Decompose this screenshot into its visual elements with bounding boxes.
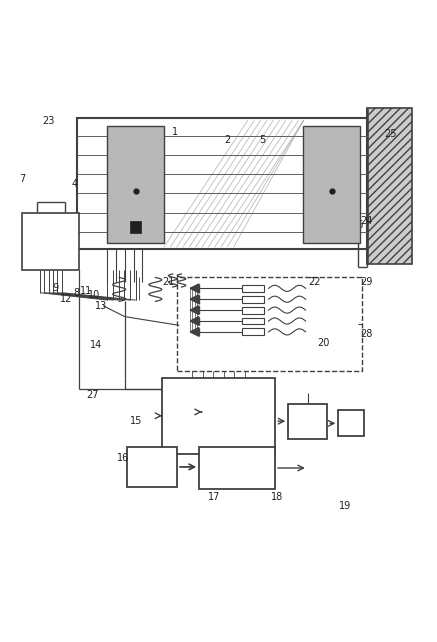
Text: 15: 15 [129,416,142,426]
Bar [367,108,413,265]
Text: 26: 26 [352,220,364,230]
Text: 4: 4 [72,178,78,189]
Text: 22: 22 [308,277,321,287]
Text: 19: 19 [339,501,351,511]
Text: 10: 10 [88,290,101,300]
Bar [303,126,360,243]
Text: 17: 17 [208,492,220,503]
Text: 3: 3 [115,126,121,137]
Text: 5: 5 [259,135,265,145]
Bar [199,447,275,489]
Bar [22,213,79,270]
Bar [243,318,264,324]
Bar [288,404,327,438]
Bar [130,221,142,232]
Bar [77,118,367,249]
Polygon shape [190,284,199,293]
Bar [243,296,264,303]
Text: 28: 28 [361,329,373,339]
Text: 6: 6 [302,128,309,139]
Text: 29: 29 [361,277,373,287]
Bar [243,285,264,292]
Bar [243,329,264,335]
Text: 23: 23 [42,116,55,126]
Polygon shape [190,306,199,315]
Text: 12: 12 [60,294,72,304]
Text: 27: 27 [86,390,98,400]
Text: 16: 16 [117,453,129,464]
Text: 25: 25 [384,128,397,139]
Text: 7: 7 [19,175,26,184]
Bar [243,307,264,313]
Text: 21: 21 [162,277,175,287]
Text: 24: 24 [361,216,373,226]
Text: 9: 9 [52,283,58,293]
Bar [338,410,364,437]
Text: 11: 11 [80,286,92,295]
Bar [177,277,362,371]
Text: 2: 2 [224,135,230,145]
Polygon shape [190,295,199,304]
Polygon shape [190,317,199,325]
Polygon shape [190,327,199,336]
Text: 13: 13 [95,300,107,311]
Bar [127,447,177,487]
Text: 14: 14 [90,340,103,350]
Bar [108,126,164,243]
Text: 8: 8 [74,288,80,298]
Text: 1: 1 [172,126,178,137]
Bar [162,377,275,454]
Text: 18: 18 [271,492,284,503]
Text: 20: 20 [317,338,329,348]
